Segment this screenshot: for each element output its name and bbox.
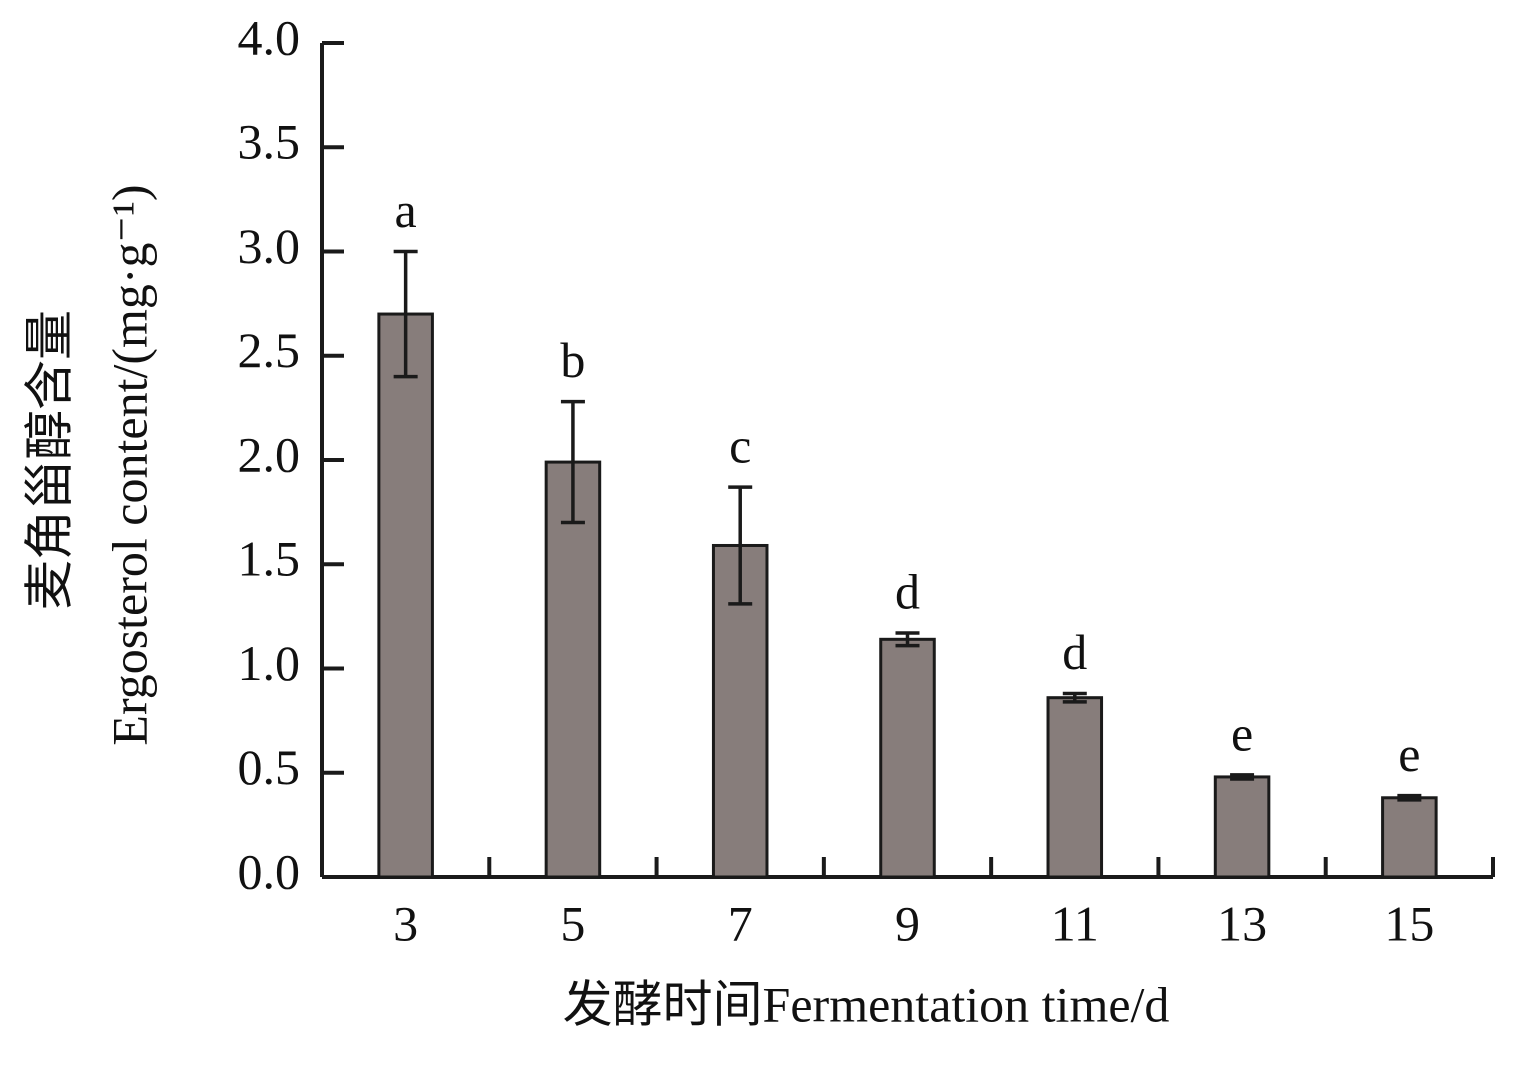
y-tick-label: 2.0 — [238, 426, 301, 482]
y-tick-label: 0.5 — [238, 739, 301, 795]
y-tick-label: 2.5 — [238, 322, 301, 378]
x-tick-label: 7 — [728, 895, 753, 951]
y-tick-label: 1.0 — [238, 635, 301, 691]
error-bar — [1062, 691, 1087, 704]
x-tick-label: 3 — [393, 895, 418, 951]
error-bar — [895, 631, 920, 648]
bar — [1213, 775, 1271, 879]
y-tick-label: 1.5 — [238, 531, 301, 587]
error-bar — [1397, 793, 1422, 802]
significance-label: a — [395, 182, 417, 238]
significance-label: c — [729, 418, 751, 474]
x-tick-label: 15 — [1384, 895, 1434, 951]
bar — [377, 312, 434, 879]
significance-label: d — [1062, 624, 1087, 680]
x-tick-label: 11 — [1051, 895, 1099, 951]
bar — [544, 460, 602, 879]
significance-label: e — [1398, 726, 1420, 782]
bar — [879, 637, 936, 879]
x-axis-label: 发酵时间Fermentation time/d — [563, 976, 1170, 1032]
bar — [1046, 696, 1104, 879]
y-axis-label-cn: 麦角甾醇含量 — [21, 310, 77, 610]
error-bar — [728, 485, 753, 606]
error-bar — [1230, 773, 1255, 781]
y-axis-label: Ergosterol content/(mg·g⁻¹) — [101, 184, 157, 745]
significance-label: e — [1231, 705, 1253, 761]
y-tick-label: 0.0 — [238, 843, 301, 899]
x-tick-label: 13 — [1217, 895, 1267, 951]
x-tick-label: 5 — [560, 895, 585, 951]
x-tick-label: 9 — [895, 895, 920, 951]
significance-label: d — [895, 564, 920, 620]
error-bar — [560, 399, 585, 525]
y-tick-label: 3.5 — [238, 114, 301, 170]
significance-label: b — [560, 332, 585, 388]
y-tick-label: 4.0 — [238, 9, 301, 65]
bar — [1381, 796, 1438, 879]
error-bar — [393, 249, 418, 379]
y-tick-label: 3.0 — [238, 218, 301, 274]
